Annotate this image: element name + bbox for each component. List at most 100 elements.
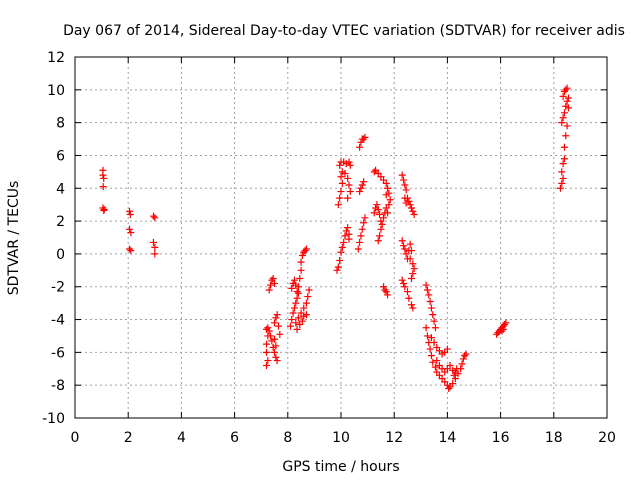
data-point bbox=[293, 325, 301, 333]
data-point bbox=[406, 201, 414, 209]
data-point bbox=[274, 322, 282, 330]
data-point bbox=[556, 184, 564, 192]
data-point bbox=[293, 294, 301, 302]
data-point bbox=[264, 324, 272, 332]
data-point bbox=[431, 324, 439, 332]
data-point bbox=[273, 311, 281, 319]
data-point bbox=[558, 119, 566, 127]
data-point bbox=[370, 209, 378, 217]
data-point bbox=[356, 188, 364, 196]
data-point bbox=[296, 275, 304, 283]
data-point bbox=[409, 270, 417, 278]
data-point bbox=[360, 219, 368, 227]
data-point bbox=[370, 168, 378, 176]
data-point bbox=[265, 327, 273, 335]
data-point bbox=[446, 361, 454, 369]
x-tick-labels: 0 2 4 6 8 10 12 14 16 18 20 bbox=[71, 430, 616, 446]
data-point bbox=[423, 332, 431, 340]
data-point bbox=[286, 322, 294, 330]
x-tick-label: 10 bbox=[332, 430, 350, 446]
x-tick-label: 8 bbox=[283, 430, 292, 446]
data-point bbox=[334, 263, 342, 271]
data-point bbox=[451, 375, 459, 383]
data-point bbox=[340, 238, 348, 246]
data-point bbox=[401, 245, 409, 253]
data-point bbox=[376, 211, 384, 219]
data-points bbox=[99, 84, 572, 392]
data-point bbox=[427, 334, 435, 342]
data-point bbox=[384, 184, 392, 192]
x-axis-label: GPS time / hours bbox=[282, 459, 399, 475]
data-point bbox=[292, 319, 300, 327]
data-point bbox=[384, 291, 392, 299]
data-point bbox=[501, 320, 509, 328]
data-point bbox=[126, 207, 134, 215]
data-point bbox=[263, 361, 271, 369]
data-point bbox=[126, 225, 134, 233]
grid-lines bbox=[75, 57, 607, 418]
data-point bbox=[407, 275, 415, 283]
data-point bbox=[451, 368, 459, 376]
data-point bbox=[380, 283, 388, 291]
data-point bbox=[564, 104, 572, 112]
data-point bbox=[294, 289, 302, 297]
data-point bbox=[400, 242, 408, 250]
data-point bbox=[358, 225, 366, 233]
data-point bbox=[498, 327, 506, 335]
data-point bbox=[337, 248, 345, 256]
data-point bbox=[462, 350, 470, 358]
data-point bbox=[559, 174, 567, 182]
data-point bbox=[267, 332, 275, 340]
data-point bbox=[271, 319, 278, 327]
data-point bbox=[338, 179, 346, 187]
data-point bbox=[271, 348, 278, 356]
data-point bbox=[298, 252, 306, 260]
data-point bbox=[374, 237, 382, 245]
y-tick-label: 4 bbox=[56, 181, 65, 197]
data-point bbox=[301, 247, 309, 255]
x-tick-label: 0 bbox=[71, 430, 80, 446]
data-point bbox=[345, 181, 353, 189]
data-point bbox=[297, 266, 305, 274]
data-point bbox=[381, 286, 389, 294]
data-point bbox=[336, 161, 344, 169]
data-point bbox=[294, 283, 302, 291]
data-point bbox=[382, 288, 390, 296]
data-point bbox=[341, 170, 349, 178]
chart-title: Day 067 of 2014, Sidereal Day-to-day VTE… bbox=[63, 23, 625, 39]
data-point bbox=[357, 232, 365, 240]
data-point bbox=[99, 171, 107, 179]
data-point bbox=[99, 183, 107, 191]
data-point bbox=[429, 311, 437, 319]
data-point bbox=[376, 232, 384, 240]
data-point bbox=[433, 357, 441, 365]
x-tick-label: 14 bbox=[438, 430, 456, 446]
data-point bbox=[346, 188, 354, 196]
data-point bbox=[559, 160, 567, 168]
data-point bbox=[263, 340, 271, 348]
data-point bbox=[264, 357, 272, 365]
data-point bbox=[267, 281, 275, 289]
data-point bbox=[382, 179, 390, 187]
data-point bbox=[345, 158, 353, 166]
data-point bbox=[422, 324, 430, 332]
data-point bbox=[377, 225, 385, 233]
data-point bbox=[560, 143, 568, 151]
data-point bbox=[292, 299, 300, 307]
data-point bbox=[344, 224, 352, 232]
data-point bbox=[400, 279, 408, 287]
data-point bbox=[346, 161, 354, 169]
data-point bbox=[563, 84, 571, 92]
data-point bbox=[358, 181, 366, 189]
data-point bbox=[276, 330, 284, 338]
data-point bbox=[334, 201, 342, 209]
y-tick-label: -8 bbox=[51, 378, 65, 394]
data-point bbox=[294, 314, 302, 322]
data-point bbox=[272, 353, 280, 361]
data-point bbox=[560, 109, 568, 117]
y-tick-label: 2 bbox=[56, 214, 65, 230]
data-point bbox=[151, 250, 159, 258]
data-point bbox=[298, 317, 306, 325]
data-point bbox=[499, 325, 507, 333]
